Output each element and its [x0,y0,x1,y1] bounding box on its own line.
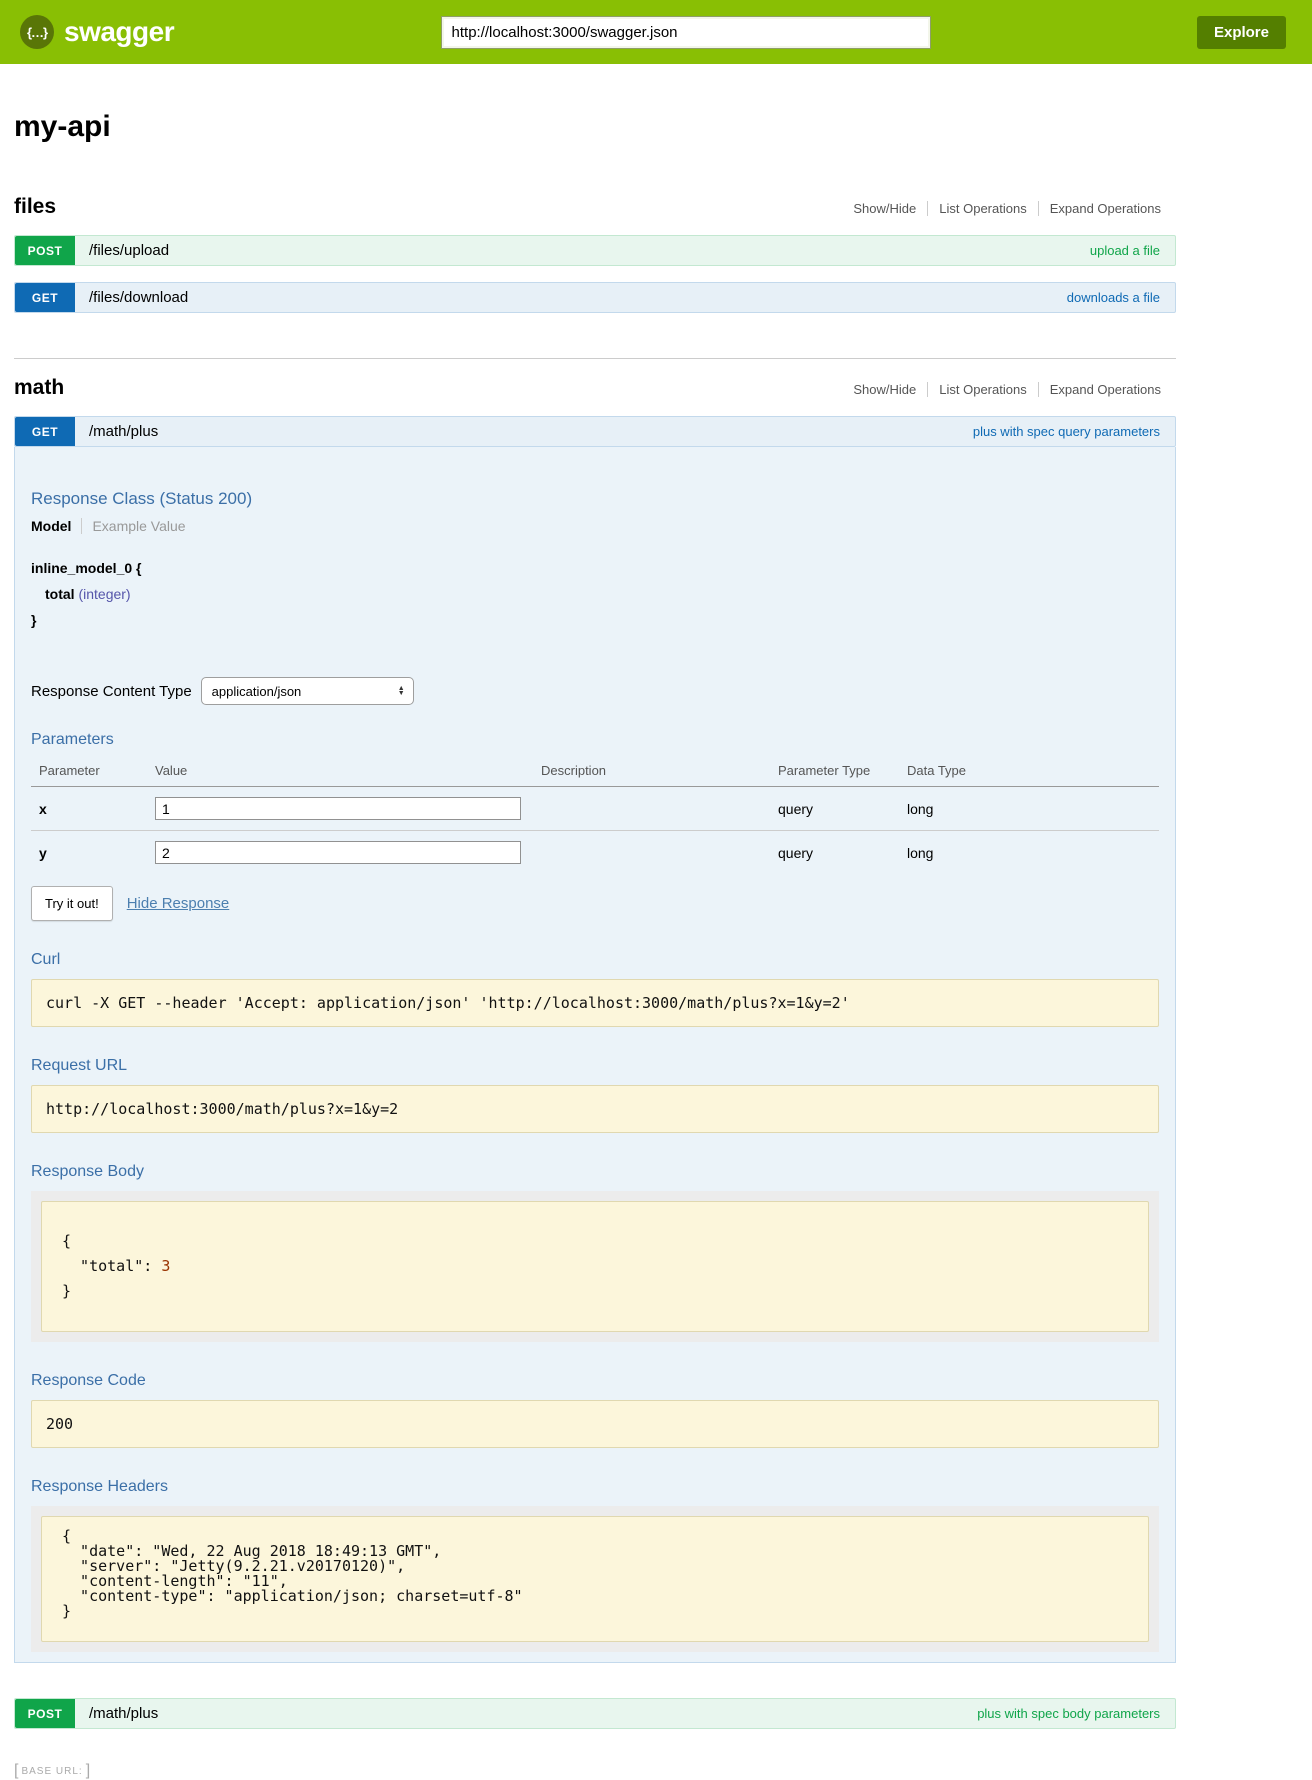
files-list-operations-link[interactable]: List Operations [927,201,1037,216]
op-get-math-plus[interactable]: GET /math/plus plus with spec query para… [14,416,1176,447]
param-name-y: y [31,830,155,874]
response-body-close-brace: } [62,1282,72,1300]
param-type-x: query [778,800,814,817]
tab-example-value[interactable]: Example Value [81,518,186,534]
section-divider [14,358,1176,359]
base-url-bracket-open: [ [14,1762,19,1779]
parameters-table-header-row: Parameter Value Description Parameter Ty… [31,759,1159,787]
response-headers-block: { "date": "Wed, 22 Aug 2018 18:49:13 GMT… [41,1516,1149,1642]
param-name-x: x [39,800,47,817]
response-body-open-brace: { [62,1232,72,1250]
files-section-header: files Show/Hide List Operations Expand O… [14,195,1176,219]
method-badge-post: POST [15,236,75,265]
response-body-block: { "total": 3 } [41,1201,1149,1332]
response-content-type-value: application/json [211,683,302,699]
response-class-heading: Response Class (Status 200) [31,489,253,508]
model-property-name: total [45,586,75,602]
op-summary-files-download[interactable]: downloads a file [1066,290,1160,305]
response-code-block: 200 [31,1400,1159,1448]
try-it-out-button[interactable]: Try it out! [31,886,113,921]
base-url-label: BASE URL: [21,1765,83,1777]
response-body-key: "total": [62,1257,162,1275]
response-content-type-label: Response Content Type [31,682,192,700]
base-url-bracket-close: ] [85,1762,91,1779]
math-expand-operations-link[interactable]: Expand Operations [1037,382,1161,397]
op-get-files-download[interactable]: GET /files/download downloads a file [14,282,1176,313]
response-content-type-row: Response Content Type application/json ▲… [31,677,1159,705]
model-signature-property: total (integer) [31,581,1159,607]
method-badge-post: POST [15,1699,75,1728]
select-arrows-icon: ▲ ▼ [397,685,405,697]
col-header-parameter: Parameter [31,759,155,787]
hide-response-link[interactable]: Hide Response [126,895,230,912]
param-type-y: query [778,830,907,874]
op-path-files-download[interactable]: /files/download [89,289,189,306]
page-content: my-api files Show/Hide List Operations E… [14,110,1176,1780]
op-summary-math-plus-get[interactable]: plus with spec query parameters [972,424,1160,439]
op-post-files-upload[interactable]: POST /files/upload upload a file [14,235,1176,266]
response-body-value: 3 [161,1257,171,1275]
page-title: my-api [14,110,111,143]
model-signature-close: } [31,612,37,628]
model-signature: inline_model_0 { total (integer) } [31,555,1159,633]
request-url-block: http://localhost:3000/math/plus?x=1&y=2 [31,1085,1159,1133]
brand-name: swagger [64,16,175,47]
files-show-hide-link[interactable]: Show/Hide [853,201,917,216]
op-path-math-plus-get[interactable]: /math/plus [89,423,159,440]
request-url-heading: Request URL [31,1057,128,1074]
try-it-out-row: Try it out! Hide Response [31,886,1159,921]
explore-button[interactable]: Explore [1196,15,1286,49]
spec-url-input[interactable] [440,15,931,49]
parameters-heading: Parameters [31,731,114,748]
method-badge-get: GET [15,417,75,446]
op-path-files-upload[interactable]: /files/upload [89,242,170,259]
parameters-table: Parameter Value Description Parameter Ty… [31,759,1159,874]
swagger-logo-icon: {…} [20,15,54,49]
files-section-title: files [14,195,57,218]
math-section-title: math [14,376,65,399]
op-post-math-plus[interactable]: POST /math/plus plus with spec body para… [14,1698,1176,1729]
param-input-x[interactable] [155,797,521,820]
param-row-x: x query long [31,787,1159,831]
spec-url-container [174,15,1197,49]
model-signature-open: inline_model_0 { [31,560,142,576]
files-expand-operations-link[interactable]: Expand Operations [1037,201,1161,216]
col-header-value: Value [155,759,541,787]
param-data-type-y: long [907,830,1159,874]
math-list-operations-link[interactable]: List Operations [927,382,1037,397]
response-body-container: { "total": 3 } [31,1191,1159,1342]
response-headers-heading: Response Headers [31,1478,168,1495]
method-badge-get: GET [15,283,75,312]
response-code-heading: Response Code [31,1372,146,1389]
response-body-heading: Response Body [31,1163,144,1180]
param-description-x [541,787,778,831]
response-headers-container: { "date": "Wed, 22 Aug 2018 18:49:13 GMT… [31,1506,1159,1652]
curl-command-block: curl -X GET --header 'Accept: applicatio… [31,979,1159,1027]
files-section-links: Show/Hide List Operations Expand Operati… [842,201,1161,216]
swagger-logo[interactable]: {…} swagger [20,15,175,49]
col-header-data-type: Data Type [907,759,1159,787]
math-section-links: Show/Hide List Operations Expand Operati… [842,382,1161,397]
op-summary-files-upload[interactable]: upload a file [1089,243,1160,258]
model-tabs: Model Example Value [31,518,1159,534]
op-summary-math-plus-post[interactable]: plus with spec body parameters [977,1706,1160,1721]
param-description-y [541,830,778,874]
math-show-hide-link[interactable]: Show/Hide [853,382,917,397]
param-input-y[interactable] [155,841,521,864]
top-navbar: {…} swagger Explore [0,0,1312,64]
op-get-math-plus-expanded-content: Response Class (Status 200) Model Exampl… [14,447,1176,1663]
tab-model[interactable]: Model [31,518,72,534]
base-url-footer: [ BASE URL: ] [14,1762,1176,1780]
param-row-y: y query long [31,830,1159,874]
curl-heading: Curl [31,951,61,968]
math-section-header: math Show/Hide List Operations Expand Op… [14,376,1176,400]
op-path-math-plus-post[interactable]: /math/plus [89,1705,159,1722]
col-header-parameter-type: Parameter Type [778,759,907,787]
response-content-type-select[interactable]: application/json ▲ ▼ [200,677,414,705]
model-property-type: (integer) [78,586,131,602]
col-header-description: Description [541,759,778,787]
param-data-type-x: long [907,800,934,817]
